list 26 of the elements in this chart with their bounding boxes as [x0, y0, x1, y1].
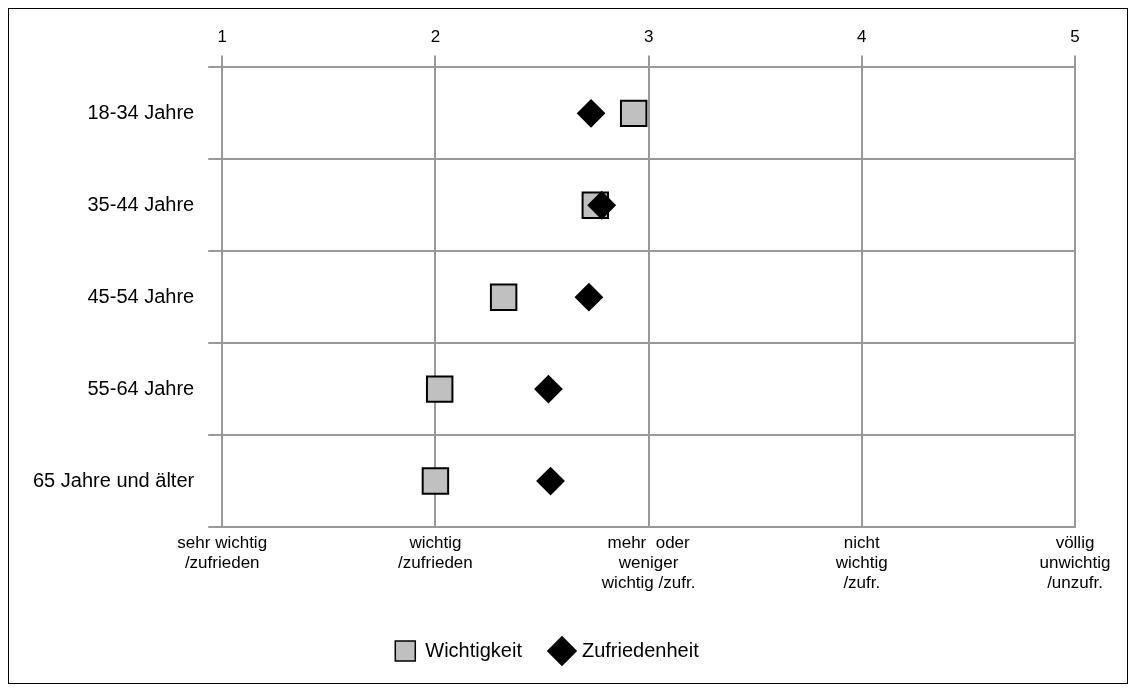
text: wichtig /zufrieden — [398, 533, 473, 573]
y-tick-label: 18-34 Jahre — [87, 100, 195, 123]
legend-label: Zufriedenheit — [581, 638, 700, 661]
text: mehr oder weniger wichtig /zufr. — [600, 533, 696, 593]
point — [489, 283, 518, 311]
y-tick-label: 65 Jahre und älter — [32, 468, 195, 491]
x-tick-label: 4 — [857, 26, 867, 46]
y-tick-label: 55-64 Jahre — [87, 376, 195, 399]
text: sehr wichtig /zufrieden — [177, 533, 268, 573]
y-tick-label: 35-44 Jahre — [87, 192, 195, 215]
point — [421, 467, 450, 495]
x-tick-label: 5 — [1070, 26, 1080, 46]
x-tick-label: 3 — [643, 26, 654, 46]
point — [587, 191, 616, 220]
text: nicht wichtig /zufr. — [834, 533, 888, 593]
x-tick-label: 1 — [217, 26, 227, 46]
point — [577, 99, 606, 128]
y-tick-label: 45-54 Jahre — [87, 284, 195, 307]
point — [619, 99, 648, 128]
point — [574, 283, 603, 312]
x-tick-label: 2 — [430, 26, 441, 46]
legend-label: Wichtigkeit — [425, 638, 523, 661]
text: völlig unwichtig /unzufr. — [1039, 533, 1111, 593]
point — [534, 375, 563, 404]
point — [425, 375, 454, 403]
point — [536, 467, 565, 496]
